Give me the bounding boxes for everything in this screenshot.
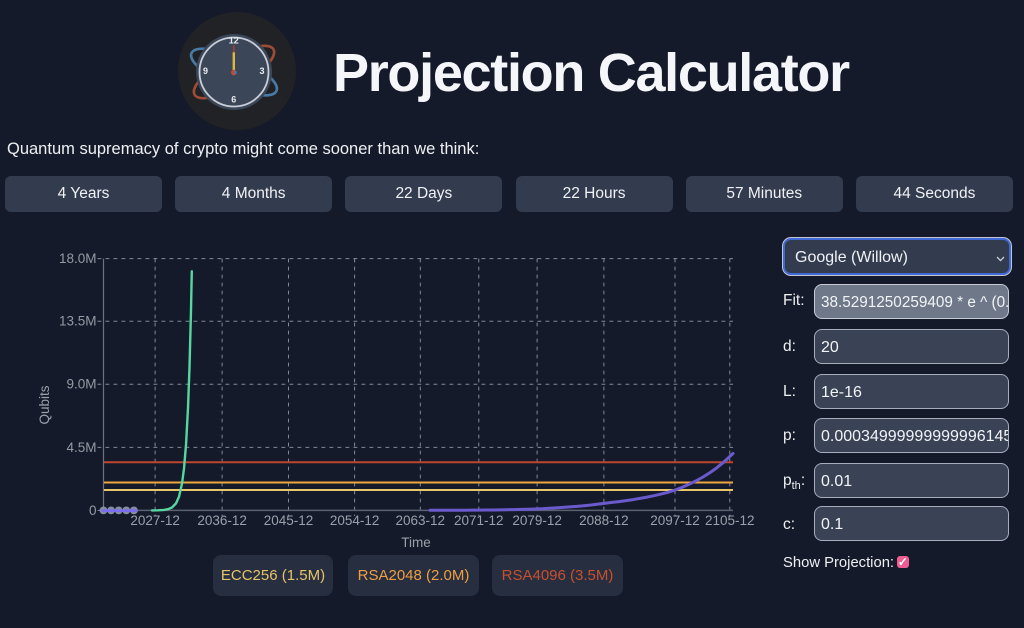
svg-text:Qubits: Qubits	[37, 385, 52, 424]
svg-text:2088-12: 2088-12	[579, 513, 629, 528]
svg-text:13.5M: 13.5M	[59, 314, 97, 329]
svg-text:2036-12: 2036-12	[197, 513, 247, 528]
svg-text:2045-12: 2045-12	[264, 513, 314, 528]
svg-text:6: 6	[231, 95, 236, 105]
svg-text:12: 12	[229, 36, 239, 46]
svg-text:2097-12: 2097-12	[650, 513, 700, 528]
svg-text:2063-12: 2063-12	[396, 513, 446, 528]
svg-text:2054-12: 2054-12	[330, 513, 380, 528]
svg-text:2027-12: 2027-12	[130, 513, 180, 528]
svg-text:Time: Time	[401, 535, 431, 550]
svg-text:18.0M: 18.0M	[59, 251, 97, 266]
svg-text:2105-12: 2105-12	[705, 513, 755, 528]
svg-text:9.0M: 9.0M	[66, 377, 96, 392]
svg-text:9: 9	[203, 66, 208, 76]
svg-text:4.5M: 4.5M	[66, 440, 96, 455]
svg-text:0: 0	[89, 503, 97, 518]
svg-text:2079-12: 2079-12	[512, 513, 562, 528]
svg-text:3: 3	[259, 66, 264, 76]
svg-text:2071-12: 2071-12	[454, 513, 504, 528]
